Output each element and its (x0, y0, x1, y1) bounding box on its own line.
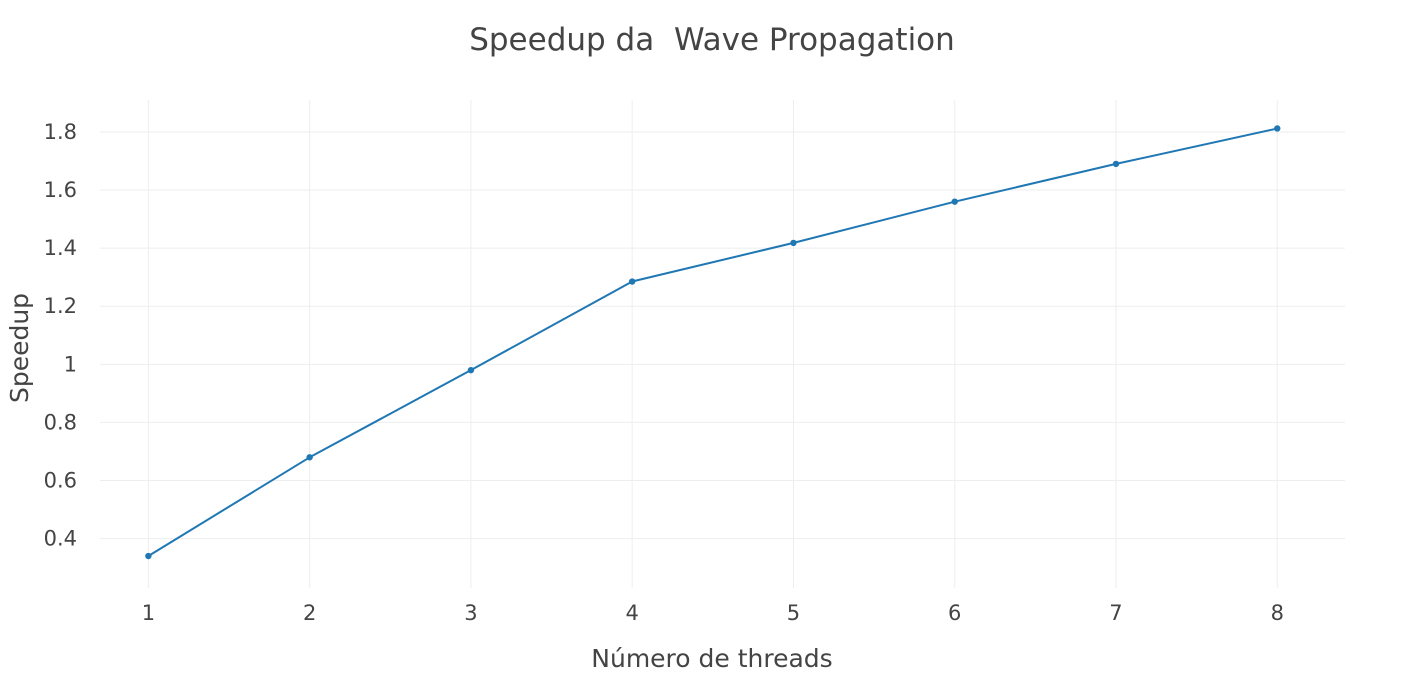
x-tick-label: 3 (464, 601, 477, 625)
y-tick-label: 1.4 (44, 236, 77, 260)
x-tick-label: 5 (787, 601, 800, 625)
data-point (790, 239, 797, 247)
y-tick-label: 0.4 (44, 527, 77, 551)
y-tick-label: 1 (64, 352, 77, 376)
data-point (306, 454, 313, 461)
x-tick-label: 6 (948, 601, 961, 625)
y-tick-label: 1.2 (44, 294, 77, 318)
x-tick-label: 2 (303, 601, 316, 625)
y-tick-label: 0.6 (44, 469, 77, 493)
series-line (147, 127, 1278, 557)
data-point (467, 366, 475, 374)
data-point (145, 552, 152, 560)
x-gridlines (147, 100, 1278, 588)
series-group (145, 125, 1281, 560)
x-tick-label: 8 (1271, 601, 1284, 625)
data-point (628, 278, 636, 285)
x-axis-tick-labels: 1 2 3 4 5 6 7 8 (142, 601, 1284, 625)
x-tick-label: 1 (142, 601, 155, 625)
data-point (1112, 160, 1120, 168)
y-axis-title: Speedup (5, 293, 34, 403)
x-tick-label: 4 (626, 601, 639, 625)
x-tick-label: 7 (1109, 601, 1122, 625)
y-axis-tick-labels: 0.4 0.6 0.8 1 1.2 1.4 1.6 1.8 (44, 120, 77, 551)
data-point (1274, 125, 1281, 132)
chart-title: Speedup da Wave Propagation (469, 22, 955, 58)
x-axis-title: Número de threads (591, 644, 832, 673)
y-tick-label: 1.8 (44, 120, 77, 144)
y-tick-label: 0.8 (44, 410, 77, 434)
y-tick-label: 1.6 (44, 178, 77, 202)
y-gridlines (100, 131, 1345, 540)
data-point (951, 198, 958, 205)
